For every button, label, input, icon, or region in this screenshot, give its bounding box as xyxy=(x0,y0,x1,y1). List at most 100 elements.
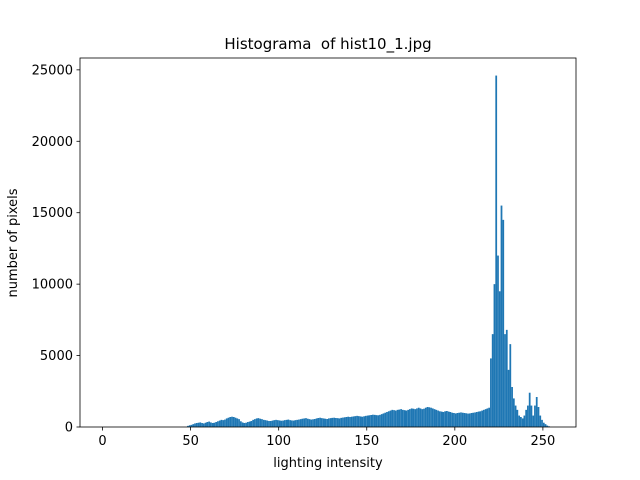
bar xyxy=(313,419,316,427)
bar xyxy=(250,421,253,427)
bar xyxy=(507,369,510,427)
bar xyxy=(412,408,415,427)
bar xyxy=(211,423,214,427)
bar xyxy=(206,422,209,427)
bar xyxy=(393,410,395,427)
bar xyxy=(468,413,471,427)
bar xyxy=(315,418,318,427)
bar xyxy=(246,422,249,427)
bar xyxy=(291,420,293,427)
y-tick-label: 15000 xyxy=(32,206,73,221)
bar xyxy=(530,405,533,427)
bar xyxy=(275,419,277,427)
bar xyxy=(303,418,306,427)
bar xyxy=(259,418,262,427)
bar xyxy=(451,412,454,427)
x-tick-label: 250 xyxy=(530,434,555,449)
bar xyxy=(405,410,408,427)
bar xyxy=(398,409,401,427)
bar xyxy=(257,418,260,427)
x-tick-label: 150 xyxy=(354,434,379,449)
bar xyxy=(498,291,501,427)
bar xyxy=(328,418,330,427)
bar xyxy=(377,415,380,427)
x-tick-label: 100 xyxy=(266,434,291,449)
bar xyxy=(335,418,337,427)
bar xyxy=(493,284,496,427)
bar xyxy=(294,420,297,427)
bar xyxy=(248,421,251,427)
bar xyxy=(495,75,498,428)
bar xyxy=(299,419,302,427)
bar xyxy=(518,415,520,427)
bar xyxy=(218,420,221,427)
bar xyxy=(282,420,284,427)
bar xyxy=(431,408,434,427)
bar xyxy=(222,420,225,427)
bar xyxy=(403,410,406,427)
bar xyxy=(269,421,272,427)
bar xyxy=(254,419,256,427)
bar xyxy=(516,409,519,427)
bar xyxy=(435,409,438,427)
bar xyxy=(241,422,244,427)
bar xyxy=(447,411,450,427)
bar xyxy=(463,413,466,427)
bar xyxy=(373,414,376,427)
bar xyxy=(532,415,535,427)
bar xyxy=(527,405,529,427)
bar xyxy=(354,416,357,427)
bar xyxy=(534,405,536,427)
bar xyxy=(396,409,399,427)
y-tick-label: 10000 xyxy=(32,278,73,293)
bar xyxy=(481,410,483,427)
bar xyxy=(409,409,411,427)
bar xyxy=(460,412,462,427)
bar xyxy=(296,419,299,427)
bar xyxy=(483,409,485,427)
bar xyxy=(215,422,218,427)
bar xyxy=(283,420,286,427)
bar xyxy=(370,415,373,427)
bar xyxy=(542,422,545,427)
bar xyxy=(453,413,455,427)
bar xyxy=(442,412,445,427)
bar xyxy=(338,418,341,427)
bar xyxy=(372,414,374,427)
y-tick-label: 20000 xyxy=(32,135,73,150)
bar xyxy=(217,421,219,427)
bar xyxy=(465,413,468,427)
bar xyxy=(356,415,358,427)
x-axis-label: lighting intensity xyxy=(273,456,383,471)
bar xyxy=(285,419,288,427)
y-tick-label: 0 xyxy=(65,421,73,436)
bar xyxy=(384,412,387,427)
bar xyxy=(490,358,492,427)
bar xyxy=(433,409,436,427)
bar xyxy=(364,415,367,427)
bar xyxy=(528,392,531,427)
bar xyxy=(234,417,237,427)
bar xyxy=(541,419,543,427)
bar xyxy=(232,417,235,427)
bar xyxy=(363,416,365,427)
bar xyxy=(319,417,321,427)
bar xyxy=(225,418,228,427)
bar xyxy=(209,422,212,427)
bar xyxy=(273,420,276,427)
bar xyxy=(343,417,346,427)
bar xyxy=(359,416,362,427)
bar xyxy=(243,423,246,427)
bar xyxy=(320,418,323,427)
bar xyxy=(278,420,281,427)
bar xyxy=(266,420,269,427)
bar xyxy=(239,421,242,427)
bar xyxy=(324,418,327,427)
bar xyxy=(312,419,314,427)
bar xyxy=(456,413,459,427)
bar xyxy=(331,417,334,427)
bar xyxy=(414,409,417,427)
bar xyxy=(255,418,258,427)
bar xyxy=(423,408,425,427)
